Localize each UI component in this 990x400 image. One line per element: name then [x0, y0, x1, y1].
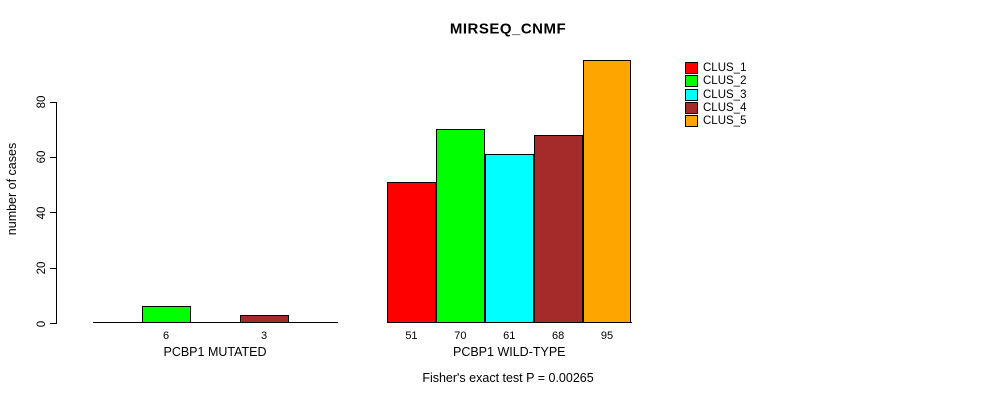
chart-title: MIRSEQ_CNMF [449, 20, 567, 38]
legend-swatch-clus_1 [685, 62, 698, 74]
y-axis-line [56, 101, 57, 324]
y-tick-label: 0 [36, 320, 48, 327]
y-axis-label: number of cases [5, 142, 19, 236]
y-tick-label: 80 [36, 95, 48, 109]
legend-swatch-clus_2 [685, 75, 698, 88]
group-label: PCBP1 WILD-TYPE [452, 345, 566, 359]
legend-label: CLUS_2 [703, 75, 747, 88]
y-tick-mark [50, 212, 56, 214]
bar-clus_2 [435, 129, 485, 323]
bar-clus_2 [141, 306, 191, 323]
bar-value-label: 95 [600, 329, 614, 342]
legend-swatch-clus_5 [685, 115, 698, 128]
y-tick-label: 40 [36, 206, 48, 220]
bar-clus_4 [533, 134, 583, 323]
legend-label: CLUS_1 [703, 62, 747, 74]
y-tick-mark [50, 267, 56, 269]
group-baseline [92, 321, 338, 323]
bar-clus_4 [239, 314, 289, 323]
y-tick-mark [50, 101, 56, 103]
group-label: PCBP1 MUTATED [163, 345, 267, 359]
legend-label: CLUS_3 [703, 88, 747, 101]
bar-clus_3 [484, 154, 534, 323]
y-tick-label: 60 [36, 151, 48, 164]
bar-value-label: 3 [260, 329, 268, 342]
bar-clus_5 [582, 60, 632, 323]
fisher-test-annotation: Fisher's exact test P = 0.00265 [422, 371, 594, 385]
bar-value-label: 61 [503, 329, 516, 342]
legend-label: CLUS_5 [703, 115, 747, 128]
bar-value-label: 70 [454, 329, 467, 342]
bar-value-label: 51 [405, 329, 418, 342]
y-tick-mark [50, 156, 56, 158]
bar-clus_1 [387, 181, 436, 323]
bar-value-label: 68 [552, 329, 565, 342]
y-tick-mark [50, 323, 56, 324]
legend-label: CLUS_4 [703, 101, 747, 114]
legend-swatch-clus_4 [685, 101, 698, 114]
bar-value-label: 6 [162, 329, 170, 342]
y-tick-label: 20 [36, 261, 48, 275]
legend-swatch-clus_3 [685, 88, 698, 101]
